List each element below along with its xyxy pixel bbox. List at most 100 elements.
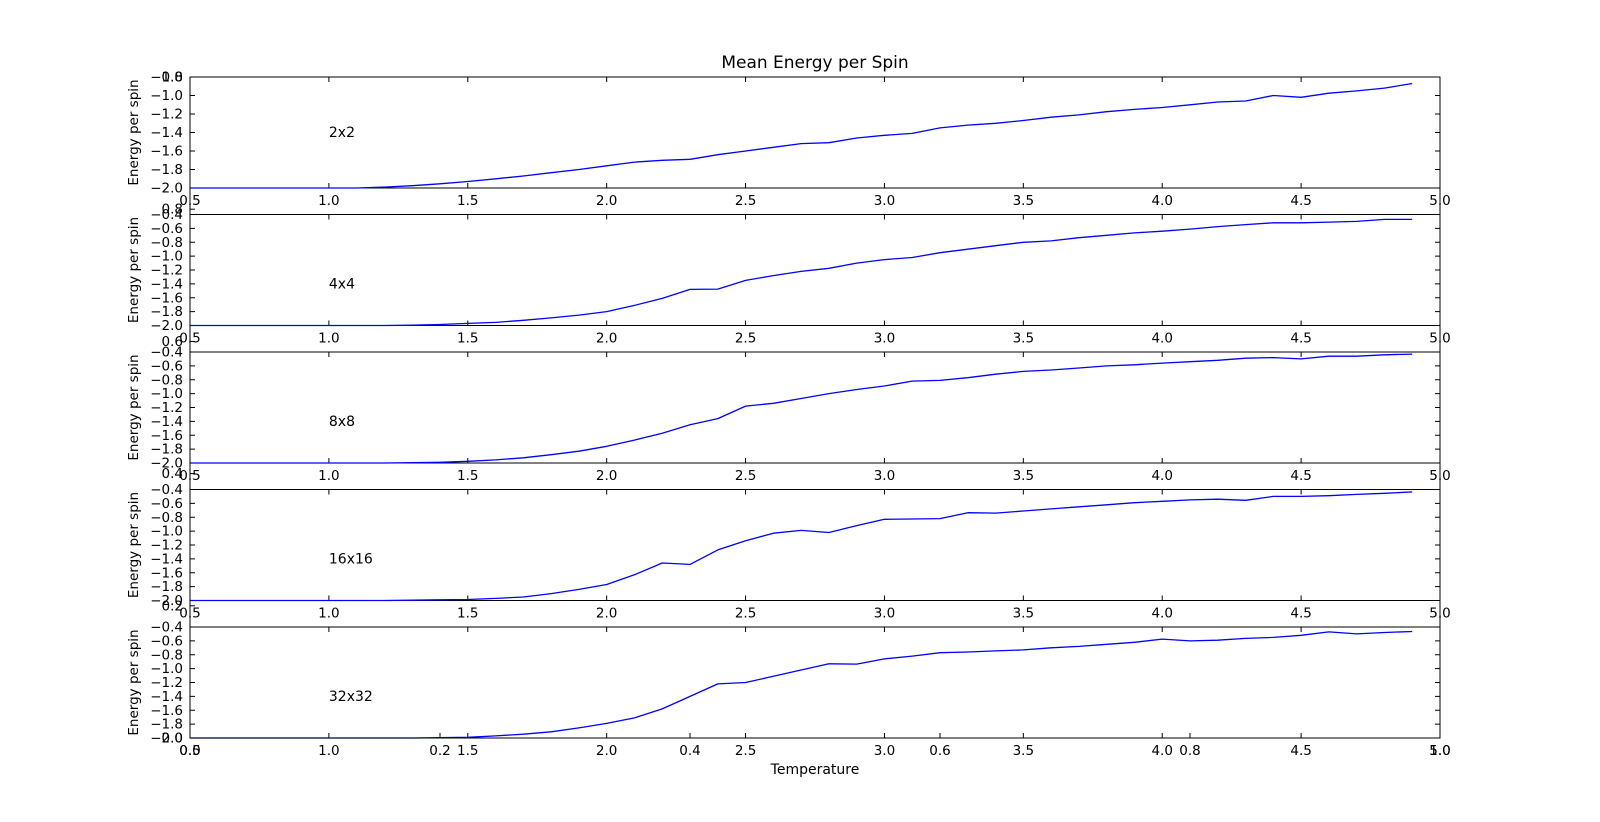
y-tick-label: −0.6	[150, 633, 183, 649]
x-tick-label: 2.5	[735, 606, 756, 622]
x-tick-label: 2.5	[735, 743, 756, 759]
y-tick-label: −0.4	[150, 345, 183, 361]
y-tick-label: −1.4	[150, 551, 183, 567]
y-tick-label: −2.0	[150, 731, 183, 747]
x-tick-label: 1.5	[457, 743, 478, 759]
x-tick-label: 4.5	[1290, 193, 1311, 209]
overlay-y-tick-label: 0.0	[162, 731, 183, 747]
axes-frame	[189, 351, 1441, 464]
x-tick-label: 3.0	[874, 606, 895, 622]
overlay-y-tick-label: 0.6	[162, 334, 183, 350]
energy-curve-4x4	[190, 218, 1413, 327]
x-tick-label: 4.0	[1151, 331, 1172, 347]
y-tick-label: −1.4	[150, 125, 183, 141]
y-axis-label: Energy per spin	[126, 492, 142, 598]
size-annotation: 8x8	[329, 414, 355, 430]
y-tick-label: −1.8	[150, 717, 183, 733]
x-tick-label: 1.5	[457, 331, 478, 347]
x-tick-label: 1.0	[318, 606, 339, 622]
y-tick-label: −1.6	[150, 565, 183, 581]
y-axis-label: Energy per spin	[126, 217, 142, 323]
y-axis-label: Energy per spin	[126, 79, 142, 185]
y-tick-label: −2.0	[150, 181, 183, 197]
subplot-8x8: 0.5 1.0 1.5 2.0 2.5 3.0 3.5 4.0 4.5 5.0−0.4−0.6−0…	[126, 345, 1451, 485]
y-tick-label: −1.6	[150, 428, 183, 444]
y-tick-label: −1.0	[150, 386, 183, 402]
y-tick-label: −1.2	[150, 400, 183, 416]
y-tick-label: −1.2	[150, 107, 183, 123]
subplot-16x16: 0.5 1.0 1.5 2.0 2.5 3.0 3.5 4.0 4.5 5.0−0.4−0.6−0…	[126, 482, 1451, 622]
axes-frame	[189, 489, 1441, 601]
y-tick-label: −0.8	[150, 235, 183, 251]
energy-curve-2x2	[190, 82, 1413, 189]
y-tick-label: −1.4	[150, 414, 183, 430]
x-tick-label: 3.5	[1013, 743, 1034, 759]
y-tick-label: −0.6	[150, 496, 183, 512]
overlay-y-tick-label: 0.8	[162, 202, 183, 218]
overlay-x-tick-label: 1.0	[1429, 743, 1450, 759]
overlay-axis: 0.0 0.2 0.4 0.6 0.8 1.0 0.0 0.2 0.4 0.6 0.8 1.0	[162, 70, 1451, 760]
subplot-2x2: 0.5 1.0 1.5 2.0 2.5 3.0 3.5 4.0 4.5 5.0−0.8−1.0−1…	[126, 70, 1451, 210]
axes-frame	[189, 626, 1441, 739]
y-tick-label: −1.8	[150, 162, 183, 178]
x-tick-label: 1.5	[457, 468, 478, 484]
x-tick-label: 2.0	[596, 193, 617, 209]
x-tick-label: 3.5	[1013, 193, 1034, 209]
x-tick-label: 3.0	[874, 193, 895, 209]
overlay-y-tick-label: 1.0	[162, 70, 183, 86]
y-tick-label: −0.4	[150, 482, 183, 498]
x-tick-label: 1.5	[457, 606, 478, 622]
x-tick-label: 1.0	[318, 331, 339, 347]
figure-title: Mean Energy per Spin	[721, 53, 909, 73]
overlay-x-tick-label: 0.4	[679, 743, 700, 759]
x-tick-label: 2.0	[596, 606, 617, 622]
y-axis-label: Energy per spin	[126, 354, 142, 460]
x-tick-label: 1.0	[318, 468, 339, 484]
x-tick-label: 3.0	[874, 468, 895, 484]
x-tick-label: 4.0	[1151, 743, 1172, 759]
x-tick-label: 2.5	[735, 193, 756, 209]
energy-curve-32x32	[190, 630, 1413, 739]
size-annotation: 2x2	[329, 125, 355, 141]
y-tick-label: −1.8	[150, 442, 183, 458]
y-tick-label: −0.6	[150, 221, 183, 237]
axes-frame	[189, 76, 1441, 189]
size-annotation: 4x4	[329, 276, 355, 292]
y-tick-label: −1.6	[150, 703, 183, 719]
y-tick-label: −1.6	[150, 144, 183, 160]
x-tick-label: 3.0	[874, 331, 895, 347]
y-tick-label: −1.0	[150, 524, 183, 540]
size-annotation: 32x32	[329, 689, 373, 705]
y-tick-label: −1.2	[150, 675, 183, 691]
subplot-4x4: 0.5 1.0 1.5 2.0 2.5 3.0 3.5 4.0 4.5 5.0−0.4−0.6−0…	[126, 207, 1451, 347]
x-axis-title: Temperature	[770, 762, 860, 778]
x-tick-label: 4.5	[1290, 606, 1311, 622]
x-tick-label: 1.0	[318, 743, 339, 759]
x-tick-label: 3.5	[1013, 331, 1034, 347]
overlay-y-tick-label: 0.2	[162, 598, 183, 614]
x-tick-label: 3.5	[1013, 606, 1034, 622]
y-tick-label: −0.6	[150, 358, 183, 374]
x-tick-label: 5.0	[1429, 743, 1450, 759]
x-tick-label: 4.5	[1290, 331, 1311, 347]
y-axis-label: Energy per spin	[126, 629, 142, 735]
y-tick-label: −0.8	[150, 372, 183, 388]
overlay-x-tick-label: 0.0	[179, 743, 200, 759]
x-tick-label: 4.0	[1151, 606, 1172, 622]
y-tick-label: −2.0	[150, 456, 183, 472]
y-tick-label: −0.8	[150, 510, 183, 526]
y-tick-label: −1.2	[150, 263, 183, 279]
x-tick-label: 1.5	[457, 193, 478, 209]
overlay-axes-frame	[189, 76, 1441, 739]
overlay-x-tick-label: 0.8	[1179, 743, 1200, 759]
x-tick-label: 2.5	[735, 331, 756, 347]
x-tick-label: 2.0	[596, 743, 617, 759]
x-tick-label: 2.0	[596, 331, 617, 347]
y-tick-label: −1.6	[150, 290, 183, 306]
y-tick-label: −1.2	[150, 538, 183, 554]
y-tick-label: −1.4	[150, 689, 183, 705]
x-tick-label: 4.5	[1290, 468, 1311, 484]
y-tick-label: −1.8	[150, 304, 183, 320]
y-tick-label: −1.0	[150, 88, 183, 104]
